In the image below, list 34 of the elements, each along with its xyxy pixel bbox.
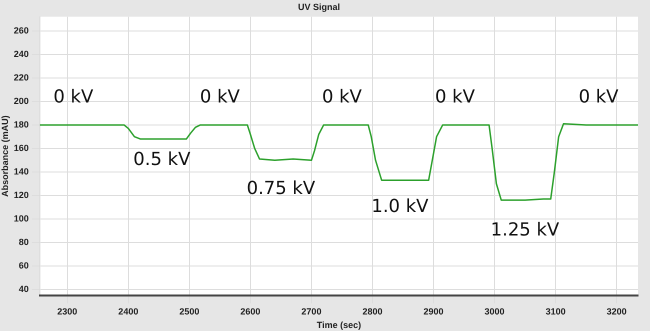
- x-axis-title: Time (sec): [316, 320, 362, 330]
- x-tick-label: 2700: [301, 306, 322, 316]
- y-axis-title: Absorbance (mAU): [0, 115, 10, 197]
- y-tick-label: 60: [18, 260, 29, 270]
- y-tick-label: 160: [14, 142, 29, 153]
- annotation: 1.0 kV: [371, 196, 430, 218]
- y-tick-label: 240: [14, 48, 29, 59]
- x-tick-label: 2400: [118, 306, 138, 316]
- annotation: 0 kV: [53, 86, 94, 108]
- y-tick-label: 220: [14, 72, 29, 82]
- y-tick-label: 80: [18, 236, 29, 247]
- chart-title: UV Signal: [298, 2, 340, 12]
- annotation: 0 kV: [434, 86, 476, 108]
- annotation: 0.5 kV: [133, 148, 192, 170]
- annotation: 0 kV: [200, 86, 241, 108]
- annotation: 0 kV: [322, 86, 363, 108]
- y-tick-label: 200: [14, 96, 29, 106]
- x-tick-label: 2300: [57, 306, 78, 316]
- x-tick-label: 3100: [546, 306, 566, 316]
- y-tick-label: 120: [14, 190, 29, 200]
- x-tick-label: 3200: [606, 306, 627, 316]
- x-tick-label: 2600: [240, 306, 260, 316]
- annotation: 1.25 kV: [490, 219, 560, 240]
- y-tick-label: 180: [14, 119, 29, 130]
- y-tick-label: 140: [14, 166, 29, 176]
- y-tick-label: 40: [18, 284, 29, 294]
- x-tick-label: 2800: [362, 306, 382, 316]
- x-tick-label: 3000: [484, 306, 505, 316]
- y-tick-label: 260: [14, 25, 29, 36]
- annotation: 0 kV: [578, 86, 620, 108]
- annotation: 0.75 kV: [246, 178, 316, 200]
- y-tick-label: 100: [14, 213, 29, 224]
- x-tick-label: 2500: [179, 306, 200, 316]
- x-tick-label: 2900: [424, 306, 444, 316]
